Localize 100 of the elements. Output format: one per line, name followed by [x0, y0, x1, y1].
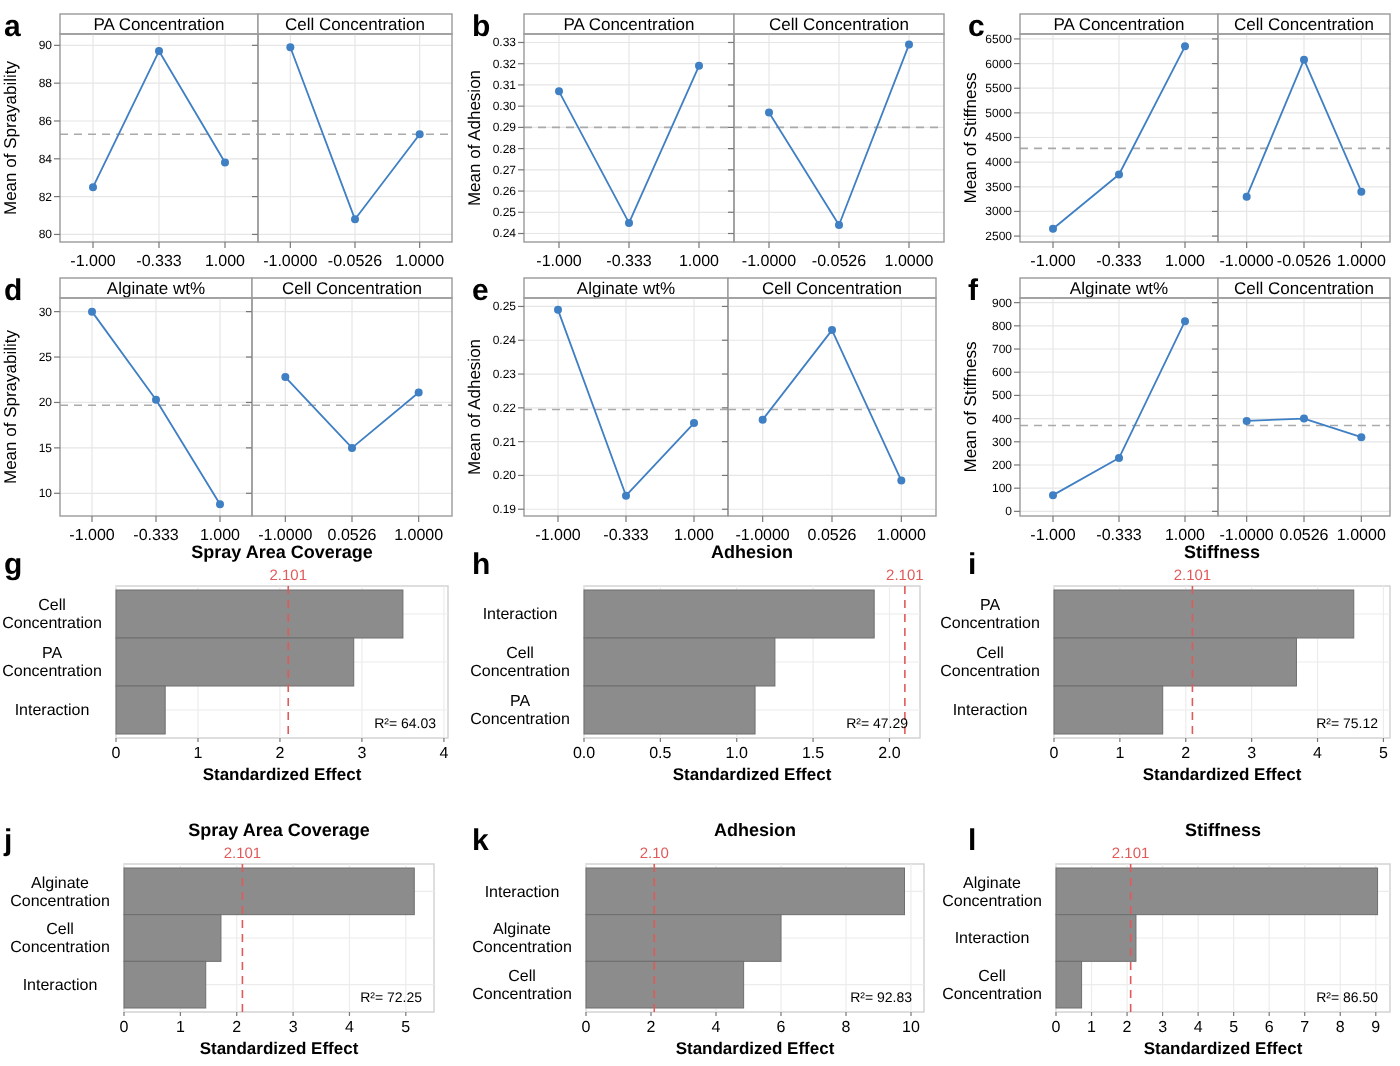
- y-tick-label: Alginate Concentration: [942, 873, 1042, 910]
- text: g: [4, 548, 23, 582]
- y-axis-title: Mean of Sprayability: [0, 328, 20, 485]
- chart-title: Stiffness: [1184, 820, 1262, 840]
- point: [152, 395, 160, 404]
- point: [1049, 491, 1057, 500]
- x-tick-label: 4: [711, 1018, 722, 1036]
- x-tick-label: 6: [776, 1018, 787, 1036]
- x-tick-label: -0.333: [606, 252, 653, 270]
- x-tick-label: 4: [345, 1018, 355, 1036]
- x-tick-label: -1.0000: [263, 252, 319, 270]
- x-tick-label: 0.0526: [1279, 526, 1330, 544]
- x-tick-label: -1.0000: [258, 526, 314, 544]
- text: l: [968, 824, 977, 858]
- point: [89, 183, 97, 192]
- text: d: [4, 274, 23, 308]
- x-tick-label: 6: [1264, 1018, 1275, 1036]
- y-tick-label: Interaction: [484, 882, 560, 901]
- x-tick-label: -0.0526: [327, 252, 384, 270]
- x-tick-label: 1.000: [1164, 526, 1207, 544]
- x-tick-label: 1.0000: [884, 252, 935, 270]
- point: [1181, 42, 1189, 51]
- point: [625, 218, 633, 227]
- x-tick-label: 4: [439, 744, 450, 762]
- x-tick-label: 9: [1371, 1018, 1382, 1036]
- text: j: [2, 824, 13, 858]
- x-tick-label: 1.0000: [876, 526, 927, 544]
- x-tick-label: 1.000: [199, 526, 242, 544]
- y-axis-title: Mean of Stiffness: [960, 72, 980, 204]
- chart-title: Alginate wt%: [576, 278, 677, 298]
- x-tick-label: 0: [1051, 1018, 1062, 1036]
- x-tick-label: 1.0000: [1336, 252, 1387, 270]
- y-tick-label: Interaction: [952, 701, 1028, 720]
- text: a: [4, 10, 22, 44]
- chart-title: Cell Concentration: [1234, 14, 1375, 34]
- x-tick-label: -1.000: [1030, 252, 1077, 270]
- x-tick-label: 1.0000: [394, 526, 445, 544]
- y-tick-label: Alginate Concentration: [10, 873, 110, 910]
- y-tick-label: PA Concentration: [470, 692, 570, 729]
- x-tick-label: -1.000: [536, 252, 583, 270]
- x-tick-label: 1.0000: [1336, 526, 1387, 544]
- point: [695, 61, 703, 70]
- x-tick-label: 1.000: [1164, 252, 1207, 270]
- chart-title: Stiffness: [1183, 542, 1261, 562]
- x-tick-label: 1.0: [725, 744, 749, 762]
- y-tick-label: PA Concentration: [940, 596, 1040, 633]
- x-tick-label: 1.0000: [395, 252, 446, 270]
- y-tick-label: Cell Concentration: [940, 644, 1040, 681]
- point: [221, 158, 229, 167]
- x-axis-title: Standardized Effect: [675, 1038, 835, 1058]
- x-axis-title: Standardized Effect: [202, 764, 362, 784]
- chart-title: Adhesion: [713, 820, 797, 840]
- chart-title: Spray Area Coverage: [188, 820, 370, 840]
- y-axis-title: Mean of Stiffness: [960, 341, 980, 473]
- x-tick-label: -1.0000: [1219, 252, 1275, 270]
- x-tick-label: 3: [1158, 1018, 1169, 1036]
- x-tick-label: 8: [1335, 1018, 1346, 1036]
- y-tick-label: Cell Concentration: [10, 920, 110, 957]
- x-tick-label: 0.0526: [327, 526, 378, 544]
- x-tick-label: -0.333: [133, 526, 180, 544]
- y-axis-title: Mean of Adhesion: [464, 338, 484, 476]
- x-axis-title: Standardized Effect: [1143, 1038, 1303, 1058]
- x-tick-label: -1.000: [535, 526, 582, 544]
- point: [1049, 224, 1057, 233]
- x-tick-label: -0.0526: [1276, 252, 1333, 270]
- x-tick-label: 1.000: [673, 526, 716, 544]
- x-tick-label: 2.0: [878, 744, 902, 762]
- point: [155, 47, 163, 56]
- x-tick-label: -1.000: [1030, 526, 1077, 544]
- point: [1181, 317, 1189, 326]
- y-axis-title: Mean of Adhesion: [464, 69, 484, 207]
- x-tick-label: 1.000: [204, 252, 247, 270]
- text: b: [472, 10, 491, 44]
- y-tick-label: Interaction: [482, 605, 558, 624]
- chart-title: PA Concentration: [563, 14, 696, 34]
- y-tick-label: Alginate Concentration: [472, 920, 572, 957]
- text: e: [472, 274, 489, 308]
- x-tick-label: 1.5: [801, 744, 826, 762]
- chart-title: PA Concentration: [1053, 14, 1186, 34]
- chart-title: Alginate wt%: [106, 278, 207, 298]
- x-axis-title: Standardized Effect: [672, 764, 832, 784]
- x-tick-label: -1.0000: [741, 252, 798, 270]
- x-tick-label: -0.333: [1096, 526, 1143, 544]
- x-tick-label: 2: [1122, 1018, 1133, 1036]
- x-tick-label: 3: [1247, 744, 1258, 762]
- x-tick-label: 0.0526: [807, 526, 858, 544]
- chart-title: Spray Area Coverage: [191, 542, 373, 562]
- text: i: [968, 548, 977, 582]
- x-tick-label: 7: [1300, 1018, 1311, 1036]
- x-tick-label: 2: [275, 744, 286, 762]
- x-tick-label: 3: [357, 744, 368, 762]
- point: [216, 500, 224, 509]
- point: [690, 419, 698, 428]
- point: [622, 491, 630, 500]
- y-tick-label: Interaction: [14, 701, 90, 720]
- chart-title: Alginate wt%: [1069, 278, 1170, 298]
- text: k: [472, 824, 490, 858]
- x-tick-label: 4: [1193, 1018, 1204, 1036]
- x-tick-label: 0: [111, 744, 122, 762]
- point: [554, 305, 562, 314]
